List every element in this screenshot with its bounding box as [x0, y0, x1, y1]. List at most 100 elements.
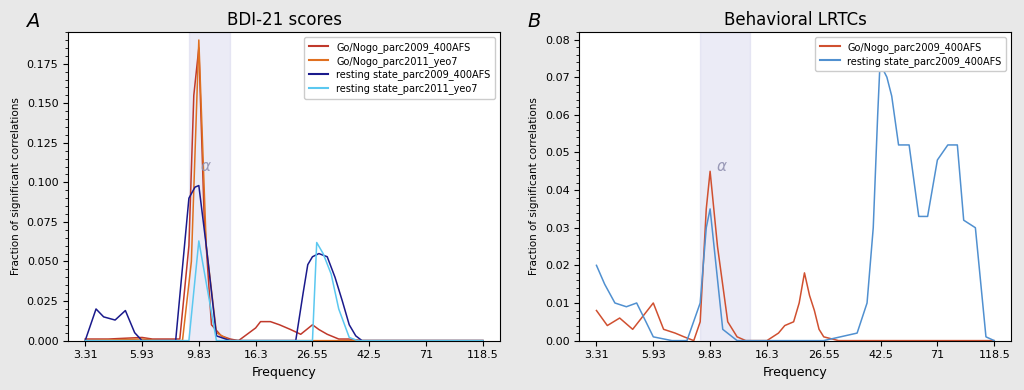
- Go/Nogo_parc2009_400AFS: [355, 338, 368, 343]
- Go/Nogo_parc2009_400AFS: [772, 331, 784, 335]
- Go/Nogo_parc2009_400AFS: [477, 338, 489, 343]
- Go/Nogo_parc2011_yeo7: [420, 338, 432, 343]
- Go/Nogo_parc2009_400AFS: [601, 323, 613, 328]
- Title: BDI-21 scores: BDI-21 scores: [226, 11, 342, 29]
- resting state_parc2009_400AFS: [136, 338, 148, 343]
- resting state_parc2011_yeo7: [250, 338, 262, 343]
- resting state_parc2009_400AFS: [874, 48, 887, 53]
- resting state_parc2009_400AFS: [97, 315, 110, 319]
- resting state_parc2011_yeo7: [420, 338, 432, 343]
- resting state_parc2009_400AFS: [886, 94, 898, 98]
- Go/Nogo_parc2009_400AFS: [343, 337, 355, 341]
- Go/Nogo_parc2009_400AFS: [322, 332, 334, 337]
- resting state_parc2009_400AFS: [609, 301, 622, 305]
- resting state_parc2011_yeo7: [306, 338, 318, 343]
- resting state_parc2009_400AFS: [193, 183, 205, 188]
- resting state_parc2009_400AFS: [210, 333, 222, 338]
- resting state_parc2009_400AFS: [129, 330, 141, 335]
- Go/Nogo_parc2009_400AFS: [232, 338, 245, 343]
- Go/Nogo_parc2009_400AFS: [198, 212, 210, 216]
- Go/Nogo_parc2009_400AFS: [420, 338, 432, 343]
- resting state_parc2009_400AFS: [957, 218, 970, 223]
- resting state_parc2009_400AFS: [170, 338, 182, 343]
- Line: Go/Nogo_parc2011_yeo7: Go/Nogo_parc2011_yeo7: [85, 40, 483, 340]
- resting state_parc2009_400AFS: [666, 338, 678, 343]
- resting state_parc2009_400AFS: [155, 338, 167, 343]
- resting state_parc2011_yeo7: [193, 239, 205, 243]
- resting state_parc2009_400AFS: [367, 338, 379, 343]
- Go/Nogo_parc2011_yeo7: [210, 330, 222, 335]
- resting state_parc2009_400AFS: [922, 214, 934, 219]
- Go/Nogo_parc2009_400AFS: [833, 338, 845, 343]
- resting state_parc2009_400AFS: [477, 338, 489, 343]
- resting state_parc2011_yeo7: [79, 338, 91, 343]
- Go/Nogo_parc2009_400AFS: [182, 243, 195, 248]
- Go/Nogo_parc2011_yeo7: [185, 259, 198, 264]
- Go/Nogo_parc2009_400AFS: [295, 332, 307, 337]
- Go/Nogo_parc2009_400AFS: [193, 46, 205, 50]
- Go/Nogo_parc2009_400AFS: [162, 337, 174, 341]
- Bar: [188, 32, 230, 340]
- resting state_parc2011_yeo7: [325, 272, 337, 277]
- resting state_parc2011_yeo7: [355, 338, 368, 343]
- resting state_parc2009_400AFS: [79, 338, 91, 343]
- Go/Nogo_parc2011_yeo7: [306, 338, 318, 343]
- resting state_parc2009_400AFS: [364, 338, 376, 343]
- Go/Nogo_parc2009_400AFS: [817, 335, 829, 339]
- resting state_parc2009_400AFS: [817, 338, 829, 343]
- resting state_parc2009_400AFS: [867, 225, 880, 230]
- Go/Nogo_parc2009_400AFS: [678, 335, 690, 339]
- resting state_parc2011_yeo7: [317, 251, 330, 256]
- resting state_parc2009_400AFS: [861, 301, 873, 305]
- resting state_parc2009_400AFS: [743, 338, 756, 343]
- Text: B: B: [527, 12, 541, 31]
- resting state_parc2009_400AFS: [694, 301, 707, 305]
- resting state_parc2009_400AFS: [90, 307, 102, 311]
- resting state_parc2009_400AFS: [717, 327, 729, 332]
- Go/Nogo_parc2009_400AFS: [254, 319, 266, 324]
- Line: resting state_parc2009_400AFS: resting state_parc2009_400AFS: [85, 186, 483, 340]
- Go/Nogo_parc2011_yeo7: [155, 338, 167, 343]
- resting state_parc2009_400AFS: [312, 251, 325, 256]
- resting state_parc2011_yeo7: [136, 338, 148, 343]
- Go/Nogo_parc2009_400AFS: [703, 169, 716, 174]
- Legend: Go/Nogo_parc2009_400AFS, resting state_parc2009_400AFS: Go/Nogo_parc2009_400AFS, resting state_p…: [815, 37, 1007, 71]
- resting state_parc2009_400AFS: [393, 338, 406, 343]
- Go/Nogo_parc2011_yeo7: [200, 243, 212, 248]
- Go/Nogo_parc2009_400AFS: [778, 323, 791, 328]
- resting state_parc2009_400AFS: [355, 338, 368, 343]
- resting state_parc2009_400AFS: [700, 225, 713, 230]
- Go/Nogo_parc2009_400AFS: [804, 293, 816, 298]
- resting state_parc2011_yeo7: [170, 338, 182, 343]
- Go/Nogo_parc2009_400AFS: [739, 338, 752, 343]
- X-axis label: Frequency: Frequency: [252, 366, 316, 379]
- resting state_parc2009_400AFS: [988, 338, 1000, 343]
- Go/Nogo_parc2009_400AFS: [627, 327, 639, 332]
- resting state_parc2009_400AFS: [681, 338, 693, 343]
- resting state_parc2009_400AFS: [731, 338, 743, 343]
- Go/Nogo_parc2011_yeo7: [136, 337, 148, 341]
- Go/Nogo_parc2009_400AFS: [401, 338, 414, 343]
- resting state_parc2009_400AFS: [621, 305, 633, 309]
- resting state_parc2009_400AFS: [851, 331, 863, 335]
- resting state_parc2009_400AFS: [761, 338, 773, 343]
- Line: resting state_parc2009_400AFS: resting state_parc2009_400AFS: [596, 51, 994, 340]
- resting state_parc2009_400AFS: [420, 338, 432, 343]
- Go/Nogo_parc2011_yeo7: [176, 338, 188, 343]
- Go/Nogo_parc2009_400AFS: [722, 319, 734, 324]
- Text: A: A: [26, 12, 39, 31]
- resting state_parc2011_yeo7: [351, 338, 364, 343]
- Go/Nogo_parc2009_400AFS: [731, 335, 743, 339]
- Go/Nogo_parc2009_400AFS: [590, 308, 602, 313]
- Go/Nogo_parc2009_400AFS: [787, 319, 800, 324]
- Go/Nogo_parc2009_400AFS: [694, 319, 707, 324]
- resting state_parc2009_400AFS: [343, 323, 355, 327]
- resting state_parc2009_400AFS: [146, 338, 159, 343]
- resting state_parc2009_400AFS: [942, 143, 954, 147]
- Go/Nogo_parc2009_400AFS: [306, 323, 318, 327]
- resting state_parc2011_yeo7: [182, 338, 195, 343]
- Go/Nogo_parc2009_400AFS: [808, 308, 820, 313]
- resting state_parc2009_400AFS: [640, 319, 652, 324]
- resting state_parc2009_400AFS: [273, 338, 286, 343]
- resting state_parc2009_400AFS: [224, 338, 237, 343]
